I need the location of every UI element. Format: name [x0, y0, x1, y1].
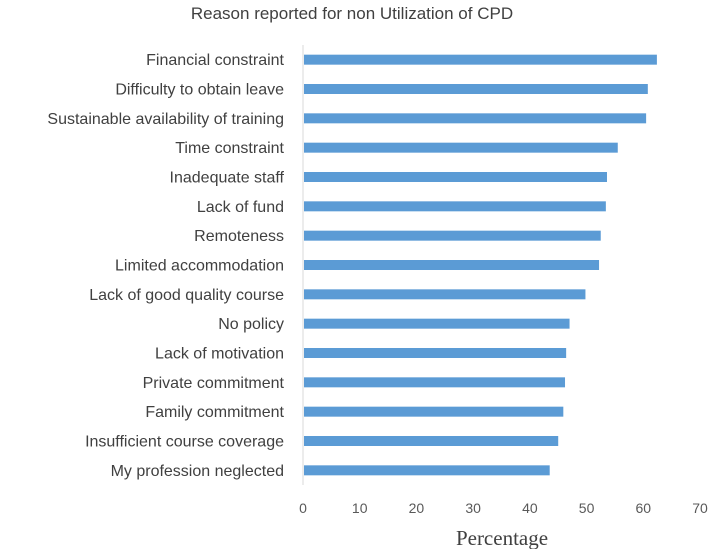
category-label: Lack of fund	[197, 199, 284, 216]
bar	[304, 230, 601, 241]
bars-layer	[304, 54, 657, 476]
bar	[304, 54, 657, 65]
x-tick-label: 30	[465, 500, 481, 516]
category-label: Financial constraint	[146, 52, 284, 69]
x-tick-label: 0	[299, 500, 307, 516]
x-tick-label: 40	[522, 500, 538, 516]
x-axis-ticks: 0 10 20 30 40 50 60 70	[299, 500, 708, 516]
chart-title: Reason reported for non Utilization of C…	[191, 4, 513, 23]
bar	[304, 465, 550, 476]
x-tick-label: 10	[352, 500, 368, 516]
bar	[304, 348, 567, 358]
bar	[304, 201, 606, 212]
x-tick-label: 20	[409, 500, 425, 516]
bar	[304, 318, 570, 329]
bar	[304, 260, 600, 270]
bar	[304, 377, 566, 388]
x-tick-label: 70	[692, 500, 708, 516]
bar	[304, 113, 647, 124]
category-label: Private commitment	[143, 375, 285, 392]
category-label: Time constraint	[175, 140, 284, 157]
bar	[304, 436, 559, 446]
category-label: Remoteness	[194, 228, 284, 245]
category-label: Sustainable availability of training	[47, 111, 284, 128]
category-label: Limited accommodation	[115, 258, 284, 275]
category-label: My profession neglected	[111, 463, 284, 480]
x-tick-label: 60	[635, 500, 651, 516]
bar	[304, 172, 607, 182]
category-label: No policy	[218, 316, 284, 333]
x-axis-title: Percentage	[456, 526, 548, 549]
bar	[304, 406, 564, 417]
category-label: Family commitment	[145, 404, 284, 421]
bar	[304, 289, 586, 300]
bar	[304, 84, 648, 94]
category-label: Lack of motivation	[155, 346, 284, 363]
category-label: Lack of good quality course	[89, 287, 284, 304]
category-label: Inadequate staff	[170, 170, 285, 187]
bar	[304, 142, 618, 153]
category-label: Insufficient course coverage	[85, 434, 284, 451]
category-label: Difficulty to obtain leave	[115, 82, 284, 99]
x-tick-label: 50	[579, 500, 595, 516]
category-labels: Financial constraint Difficulty to obtain…	[47, 52, 284, 480]
